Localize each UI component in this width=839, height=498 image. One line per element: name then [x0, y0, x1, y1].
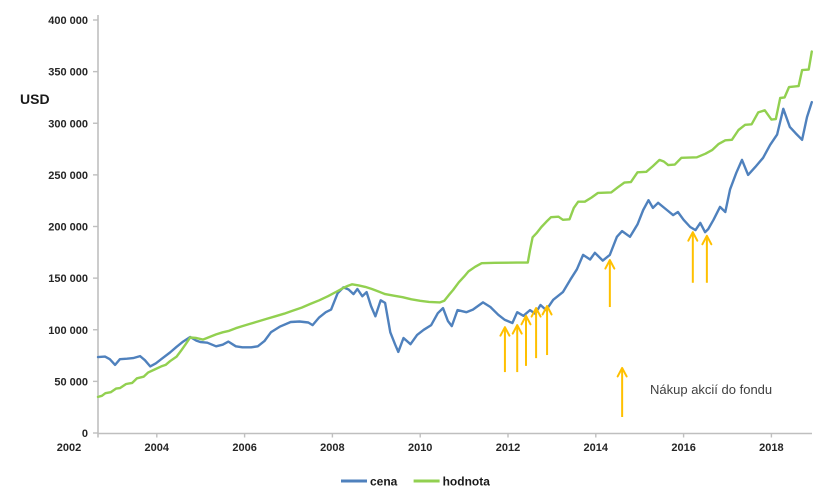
- y-tick-label: 150 000: [48, 273, 88, 285]
- x-tick-label: 2004: [145, 442, 170, 454]
- series-line-cena: [96, 100, 813, 368]
- x-tick-label: 2006: [232, 442, 256, 454]
- x-tick-label: 2002: [57, 442, 81, 454]
- purchase-arrow: [511, 324, 523, 373]
- annotation-label: Nákup akcií do fondu: [650, 382, 772, 397]
- x-tick-label: 2012: [496, 442, 520, 454]
- y-tick-label: 400 000: [48, 15, 88, 27]
- purchase-arrow: [541, 305, 553, 356]
- y-tick-label: 250 000: [48, 170, 88, 182]
- y-tick-label: 200 000: [48, 222, 88, 234]
- legend-item-hodnota: hodnota: [413, 475, 491, 489]
- purchase-arrow: [604, 259, 616, 308]
- axes-group: 0 50 000 100 000 150 000 200 000 250 000 300 0…: [48, 15, 812, 454]
- legend-group: cena hodnota: [341, 475, 490, 489]
- purchase-arrow: [520, 314, 532, 366]
- legend-item-cena: cena: [341, 475, 398, 489]
- purchase-arrow: [687, 231, 699, 283]
- arrow-head: [616, 366, 628, 378]
- x-tick-label: 2016: [671, 442, 695, 454]
- series-line-hodnota: [96, 50, 813, 399]
- purchase-arrow: [701, 234, 713, 283]
- y-tick-label: 0: [82, 428, 88, 440]
- arrow-head: [604, 259, 616, 270]
- x-tick-label: 2014: [584, 442, 609, 454]
- y-tick-label: 350 000: [48, 67, 88, 79]
- y-tick-label: 50 000: [54, 376, 88, 388]
- y-tick-label: 100 000: [48, 325, 88, 337]
- arrow-head: [687, 231, 699, 242]
- x-tick-label: 2018: [759, 442, 783, 454]
- arrow-head: [511, 324, 523, 335]
- arrow-head: [530, 307, 542, 318]
- arrow-head: [499, 326, 511, 337]
- legend-label: cena: [370, 475, 398, 489]
- y-axis-title: USD: [20, 91, 50, 107]
- y-tick-label: 300 000: [48, 118, 88, 130]
- purchase-arrow: [616, 366, 628, 417]
- x-tick-label: 2008: [320, 442, 344, 454]
- arrow-head: [541, 305, 553, 316]
- purchase-arrow: [530, 307, 542, 359]
- legend-label: hodnota: [443, 475, 491, 489]
- purchase-arrows-group: [499, 231, 713, 417]
- series-group: [96, 50, 813, 399]
- arrow-head: [520, 314, 532, 326]
- x-tick-label: 2010: [408, 442, 432, 454]
- purchase-arrow: [499, 326, 511, 373]
- arrow-head: [701, 234, 713, 246]
